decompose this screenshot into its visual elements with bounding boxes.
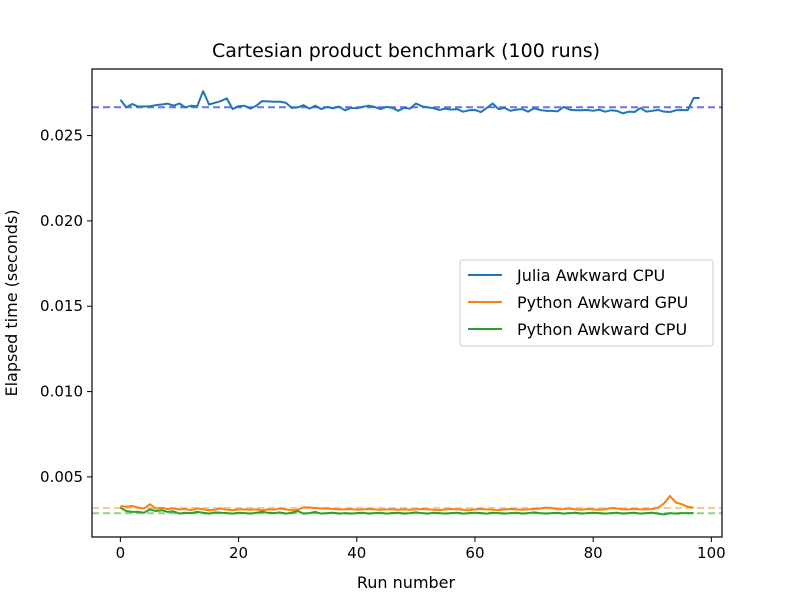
x-axis-label: Run number: [357, 573, 456, 592]
x-tick-label: 0: [116, 544, 126, 562]
axis-ticks: 0 20 40 60 80 100 0.005 0.010 0.015 0.020 0.025: [40, 127, 726, 562]
x-tick-label: 20: [229, 544, 248, 562]
x-tick-label: 100: [697, 544, 726, 562]
chart-title: Cartesian product benchmark (100 runs): [212, 40, 600, 62]
x-tick-label: 60: [465, 544, 484, 562]
y-tick-label: 0.020: [40, 212, 83, 230]
series-line-julia-awkward-cpu: [119, 90, 700, 115]
y-axis-label: Elapsed time (seconds): [2, 209, 21, 396]
y-tick-label: 0.010: [40, 383, 83, 401]
series-line-python-awkward-cpu: [119, 506, 694, 516]
plot-frame: [91, 68, 723, 538]
legend-box: [459, 259, 714, 347]
legend-label: Python Awkward CPU: [517, 320, 687, 339]
legend: Julia Awkward CPU Python Awkward GPU Pytho…: [459, 259, 714, 347]
y-tick-label: 0.015: [40, 297, 83, 315]
plot-lines: [92, 90, 722, 516]
x-tick-label: 80: [584, 544, 603, 562]
y-tick-label: 0.005: [40, 468, 83, 486]
legend-label: Julia Awkward CPU: [516, 266, 665, 285]
series-line-python-awkward-gpu: [120, 495, 694, 512]
y-tick-label: 0.025: [40, 127, 83, 145]
legend-label: Python Awkward GPU: [517, 293, 688, 312]
x-tick-label: 40: [347, 544, 366, 562]
